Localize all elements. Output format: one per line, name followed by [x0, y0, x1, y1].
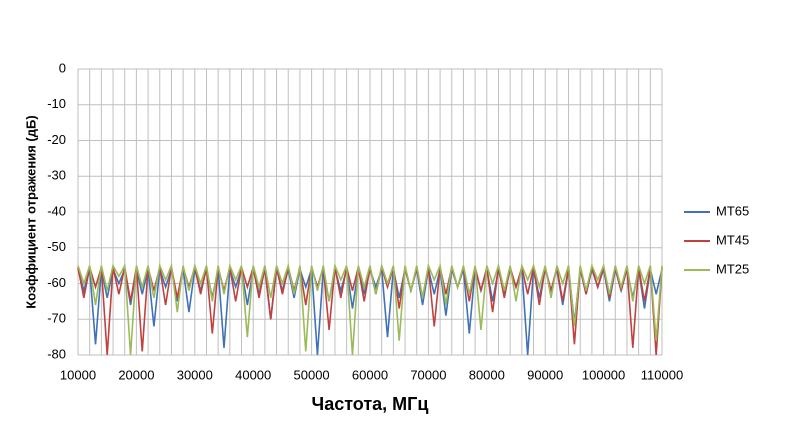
y-tick-label: -50 [47, 239, 66, 254]
x-tick-label: 80000 [469, 367, 505, 382]
y-tick-label: -10 [47, 96, 66, 111]
x-tick-label: 30000 [177, 367, 213, 382]
x-tick-label: 100000 [582, 367, 625, 382]
y-tick-label: -20 [47, 132, 66, 147]
x-tick-label: 10000 [60, 367, 96, 382]
y-tick-label: -80 [47, 346, 66, 361]
x-tick-label: 60000 [352, 367, 388, 382]
y-axis-title: Коэффициент отражения (дБ) [23, 115, 38, 308]
y-tick-label: -60 [47, 275, 66, 290]
x-tick-label: 70000 [410, 367, 446, 382]
y-tick-label: 0 [59, 60, 66, 75]
legend-label: MT65 [716, 203, 749, 218]
x-tick-label: 50000 [294, 367, 330, 382]
x-tick-label: 110000 [641, 367, 683, 382]
x-tick-label: 40000 [235, 367, 271, 382]
y-tick-label: -40 [47, 203, 66, 218]
y-tick-label: -70 [47, 311, 66, 326]
data-line [77, 262, 663, 356]
y-tick-label: -30 [47, 168, 66, 183]
x-tick-label: 20000 [118, 367, 154, 382]
x-axis-title: Частота, МГц [312, 394, 429, 414]
legend-label: MT25 [716, 261, 749, 276]
legend-label: MT45 [716, 232, 749, 247]
x-tick-label: 90000 [527, 367, 563, 382]
